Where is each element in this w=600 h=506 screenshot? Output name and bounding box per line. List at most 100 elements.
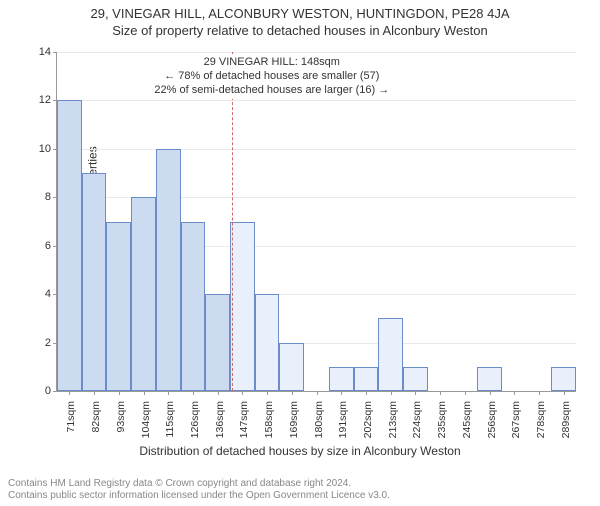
bar-slot: 158sqm — [255, 52, 280, 391]
x-tick: 82sqm — [90, 397, 102, 433]
bar-slot: 267sqm — [502, 52, 527, 391]
x-tick: 115sqm — [164, 397, 176, 438]
x-tick-mark — [193, 391, 194, 395]
x-tick-mark — [69, 391, 70, 395]
x-tick: 136sqm — [214, 397, 226, 438]
x-tick: 278sqm — [535, 397, 547, 438]
y-tick: 14 — [39, 46, 51, 58]
x-tick-mark — [415, 391, 416, 395]
annotation-line: 29 VINEGAR HILL: 148sqm — [154, 56, 389, 70]
x-tick: 235sqm — [436, 397, 448, 438]
x-tick: 191sqm — [337, 397, 349, 438]
bar — [551, 367, 576, 391]
bar — [131, 197, 156, 391]
x-tick: 126sqm — [189, 397, 201, 438]
x-tick-mark — [218, 391, 219, 395]
footer-line-1: Contains HM Land Registry data © Crown c… — [8, 478, 592, 490]
x-tick: 158sqm — [263, 397, 275, 438]
x-tick-mark — [144, 391, 145, 395]
x-tick-mark — [292, 391, 293, 395]
x-tick-mark — [465, 391, 466, 395]
x-tick-mark — [317, 391, 318, 395]
x-tick-mark — [440, 391, 441, 395]
bar — [82, 173, 107, 391]
bar — [181, 222, 206, 392]
x-tick: 180sqm — [313, 397, 325, 438]
bar-slot: 289sqm — [551, 52, 576, 391]
y-tick: 6 — [45, 240, 51, 252]
x-tick: 245sqm — [461, 397, 473, 438]
y-tick: 10 — [39, 143, 51, 155]
x-tick-mark — [490, 391, 491, 395]
x-tick: 289sqm — [560, 397, 572, 438]
x-tick-mark — [119, 391, 120, 395]
bar-slot: 202sqm — [354, 52, 379, 391]
x-tick: 169sqm — [288, 397, 300, 438]
x-tick-mark — [514, 391, 515, 395]
y-tick: 2 — [45, 337, 51, 349]
bar — [403, 367, 428, 391]
y-tick: 8 — [45, 191, 51, 203]
x-tick-mark — [94, 391, 95, 395]
reference-line — [232, 52, 233, 391]
annotation-line: 22% of semi-detached houses are larger (… — [154, 84, 389, 98]
bar-slot: 104sqm — [131, 52, 156, 391]
bar-slot: 256sqm — [477, 52, 502, 391]
bar — [378, 318, 403, 391]
bar — [106, 222, 131, 392]
footer-line-2: Contains public sector information licen… — [8, 490, 592, 502]
y-tick: 4 — [45, 288, 51, 300]
page-title: 29, VINEGAR HILL, ALCONBURY WESTON, HUNT… — [0, 6, 600, 21]
bar-slot: 191sqm — [329, 52, 354, 391]
x-tick: 202sqm — [362, 397, 374, 438]
x-axis-label: Distribution of detached houses by size … — [0, 444, 600, 458]
bar — [230, 222, 255, 392]
bar-slot: 213sqm — [378, 52, 403, 391]
bar-slot: 126sqm — [181, 52, 206, 391]
bar-slot: 82sqm — [82, 52, 107, 391]
bar — [354, 367, 379, 391]
x-tick-mark — [391, 391, 392, 395]
annotation-line: ← 78% of detached houses are smaller (57… — [154, 70, 389, 84]
bars: 71sqm82sqm93sqm104sqm115sqm126sqm136sqm1… — [57, 52, 576, 391]
x-tick: 93sqm — [115, 397, 127, 433]
bar — [279, 343, 304, 391]
x-tick: 213sqm — [387, 397, 399, 438]
y-tick: 12 — [39, 94, 51, 106]
bar — [329, 367, 354, 391]
bar-slot: 224sqm — [403, 52, 428, 391]
bar-slot: 180sqm — [304, 52, 329, 391]
bar-slot: 278sqm — [527, 52, 552, 391]
x-tick-mark — [539, 391, 540, 395]
x-tick-mark — [168, 391, 169, 395]
x-tick: 224sqm — [411, 397, 423, 438]
footer: Contains HM Land Registry data © Crown c… — [8, 478, 592, 502]
bar-slot: 235sqm — [428, 52, 453, 391]
annotation-box: 29 VINEGAR HILL: 148sqm← 78% of detached… — [150, 54, 393, 99]
bar — [57, 100, 82, 391]
bar — [477, 367, 502, 391]
bar-slot: 169sqm — [279, 52, 304, 391]
bar-slot: 115sqm — [156, 52, 181, 391]
x-tick-mark — [366, 391, 367, 395]
bar — [156, 149, 181, 391]
x-tick-mark — [267, 391, 268, 395]
x-tick-mark — [242, 391, 243, 395]
bar — [255, 294, 280, 391]
chart-area: 0246810121471sqm82sqm93sqm104sqm115sqm12… — [56, 52, 576, 392]
x-tick: 71sqm — [65, 397, 77, 433]
x-tick: 267sqm — [510, 397, 522, 438]
plot: 0246810121471sqm82sqm93sqm104sqm115sqm12… — [56, 52, 576, 392]
bar-slot: 136sqm — [205, 52, 230, 391]
page-subtitle: Size of property relative to detached ho… — [0, 23, 600, 38]
bar — [205, 294, 230, 391]
x-tick-mark — [564, 391, 565, 395]
bar-slot: 245sqm — [453, 52, 478, 391]
bar-slot: 71sqm — [57, 52, 82, 391]
x-tick: 104sqm — [140, 397, 152, 438]
x-tick-mark — [341, 391, 342, 395]
y-tick: 0 — [45, 385, 51, 397]
bar-slot: 93sqm — [106, 52, 131, 391]
bar-slot: 147sqm — [230, 52, 255, 391]
x-tick: 147sqm — [238, 397, 250, 438]
